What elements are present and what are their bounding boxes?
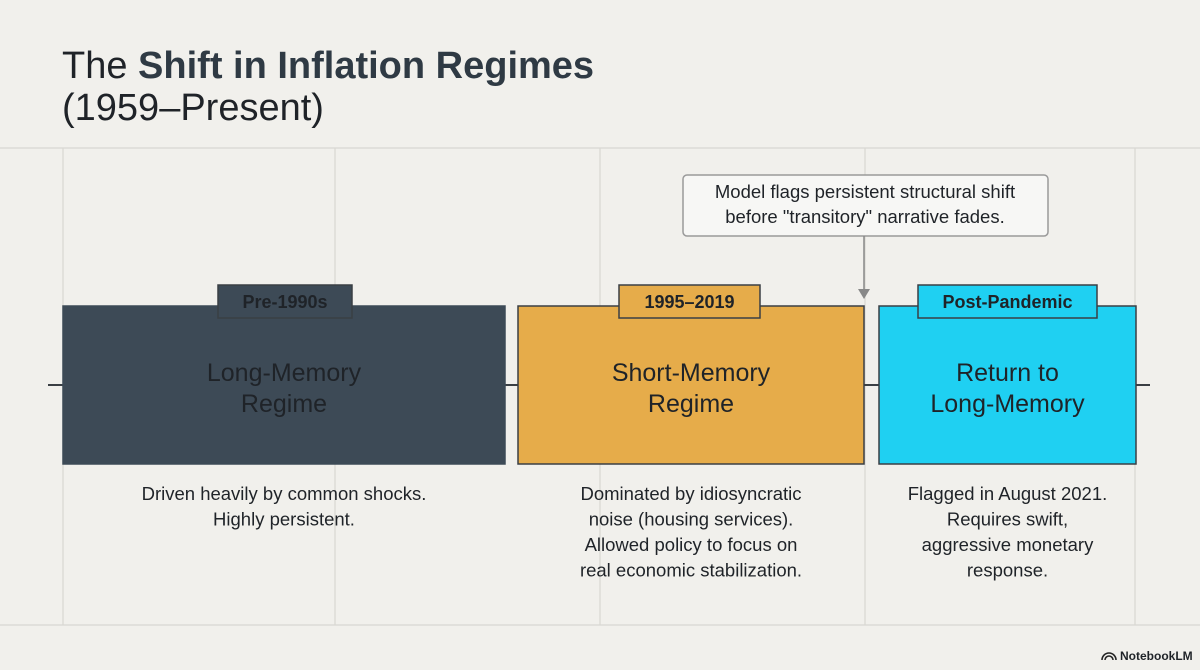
regime-description: Allowed policy to focus on xyxy=(585,534,798,555)
regime-box xyxy=(62,305,506,465)
regime-name: Long-Memory xyxy=(207,359,362,387)
title-line2: (1959–Present) xyxy=(62,87,324,129)
regime-box xyxy=(517,305,865,465)
callout-text: before "transitory" narrative fades. xyxy=(725,206,1004,227)
title-bold: Shift in Inflation Regimes xyxy=(138,45,594,87)
regime-description: Requires swift, xyxy=(947,509,1068,530)
regime-description: aggressive monetary xyxy=(922,534,1094,555)
regime-name: Return to xyxy=(956,359,1059,387)
regime-name: Short-Memory xyxy=(612,359,771,387)
callout-text: Model flags persistent structural shift xyxy=(715,181,1015,202)
footer-text: NotebookLM xyxy=(1120,649,1193,663)
regimes: Pre-1990s Long-Memory Regime Driven heavily… xyxy=(62,284,1137,581)
regime-description: response. xyxy=(967,560,1048,581)
regime-tag xyxy=(217,284,353,319)
regime-name: Regime xyxy=(648,390,734,418)
callout-box xyxy=(682,174,1049,237)
footer: NotebookLM xyxy=(1101,649,1193,663)
regime-tag xyxy=(618,284,761,319)
arrow-head xyxy=(858,289,870,299)
regime-name: Regime xyxy=(241,390,327,418)
regime-tag-label: Post-Pandemic xyxy=(942,292,1072,312)
regime-description: Highly persistent. xyxy=(213,509,355,530)
regime-name: Long-Memory xyxy=(930,390,1085,418)
regime-box xyxy=(878,305,1137,465)
title-prefix: The xyxy=(62,45,127,87)
regime-tag-label: Pre-1990s xyxy=(242,292,327,312)
regime-description: Dominated by idiosyncratic xyxy=(580,483,801,504)
regime-description: real economic stabilization. xyxy=(580,560,802,581)
title: The Shift in Inflation Regimes xyxy=(62,45,594,87)
regime-description: Driven heavily by common shocks. xyxy=(142,483,427,504)
regime-description: noise (housing services). xyxy=(589,509,794,530)
regime-tag-label: 1995–2019 xyxy=(644,292,734,312)
logo xyxy=(1101,652,1117,661)
callout: Model flags persistent structural shift … xyxy=(682,174,1049,299)
regime-tag xyxy=(917,284,1098,319)
regime-description: Flagged in August 2021. xyxy=(908,483,1108,504)
